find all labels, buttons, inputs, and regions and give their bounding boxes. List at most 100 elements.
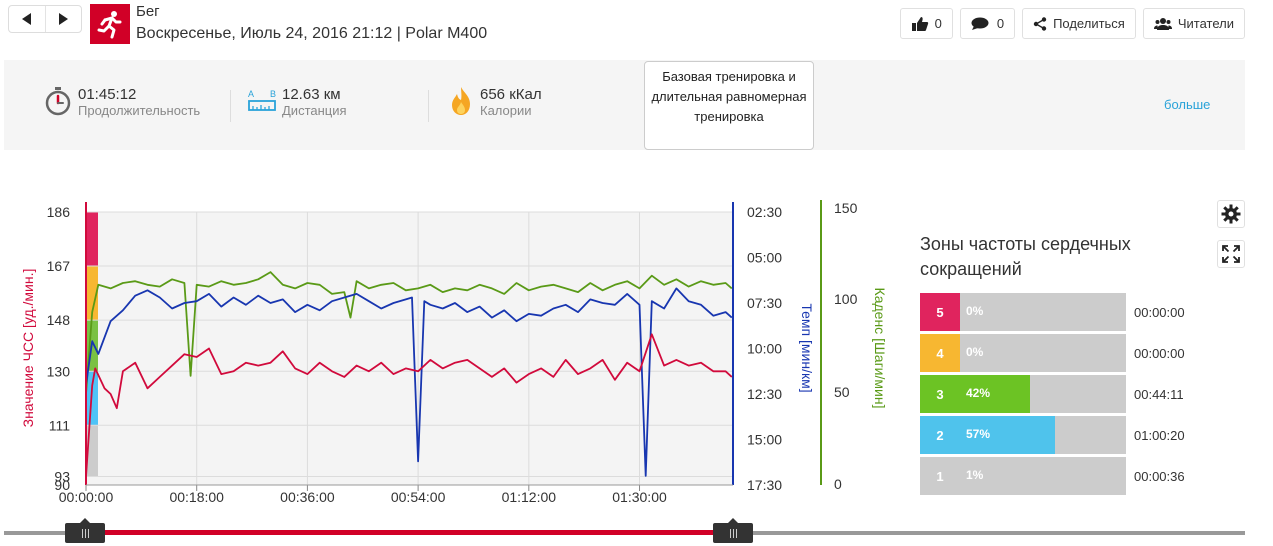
training-benefit-card[interactable]: Базовая тренировка и длительная равномер… — [644, 61, 814, 150]
zone-time: 01:00:20 — [1134, 428, 1185, 443]
zone-bar-track: 0% — [960, 334, 1126, 372]
zone-number: 1 — [920, 457, 960, 495]
zone-number: 4 — [920, 334, 960, 372]
x-tick-label: 00:36:00 — [280, 489, 335, 505]
hr-tick-label: 90 — [54, 477, 70, 493]
distance-value: 12.63 км — [282, 86, 341, 103]
readers-button[interactable]: Читатели — [1142, 8, 1245, 39]
distance-ruler-icon: A B — [248, 89, 276, 117]
x-tick-label: 01:30:00 — [612, 489, 667, 505]
zone-number: 3 — [920, 375, 960, 413]
pace-tick-label: 05:00 — [747, 250, 782, 266]
hr-tick-label: 186 — [47, 204, 71, 220]
zone-bar-fill — [960, 457, 962, 495]
cadence-tick-label: 0 — [834, 476, 842, 492]
hr-zone-row: 3 42% 00:44:11 — [920, 375, 1260, 413]
share-label: Поделиться — [1053, 16, 1125, 31]
range-start-handle[interactable] — [65, 518, 105, 543]
x-tick-label: 00:00:00 — [59, 489, 114, 505]
share-button[interactable]: Поделиться — [1022, 8, 1136, 39]
hr-zones-title: Зоны частоты сердечных сокращений — [920, 234, 1131, 279]
duration-label: Продолжительность — [78, 103, 201, 118]
zone-percent: 0% — [966, 304, 984, 318]
hr-zone-row: 1 1% 00:00:36 — [920, 457, 1260, 495]
calories-stat: 656 кКал Калории — [450, 86, 542, 119]
fullscreen-button[interactable] — [1217, 240, 1245, 268]
hr-zone-band — [86, 266, 98, 321]
pace-tick-label: 02:30 — [747, 204, 782, 220]
next-activity-button[interactable] — [44, 6, 82, 32]
chart-settings-button[interactable] — [1217, 200, 1245, 228]
expand-icon — [1222, 245, 1240, 263]
range-slider-selection — [86, 530, 733, 535]
flame-icon — [452, 87, 470, 115]
distance-label: Дистанция — [282, 103, 347, 118]
running-icon — [90, 4, 130, 44]
like-button[interactable]: 0 — [899, 8, 953, 39]
readers-label: Читатели — [1177, 16, 1234, 31]
activity-header: Бег Воскресенье, Июль 24, 2016 21:12 | P… — [0, 0, 1273, 50]
hr-tick-label: 148 — [47, 312, 71, 328]
comment-count: 0 — [996, 16, 1005, 31]
hr-zone-row: 2 57% 01:00:20 — [920, 416, 1260, 454]
header-actions: 0 0 Поделиться Читатели — [899, 8, 1245, 39]
summary-stats: 01:45:12 Продолжительность A B 12.63 км … — [4, 60, 1245, 150]
hr-zone-row: 5 0% 00:00:00 — [920, 293, 1260, 331]
cadence-tick-label: 50 — [834, 384, 850, 400]
zone-time: 00:00:00 — [1134, 346, 1185, 361]
zone-number: 5 — [920, 293, 960, 331]
more-link[interactable]: больше — [1164, 97, 1211, 112]
activity-title: Бег — [136, 3, 160, 20]
distance-stat: A B 12.63 км Дистанция — [248, 86, 347, 119]
cadence-tick-label: 150 — [834, 200, 858, 216]
x-tick-label: 00:54:00 — [391, 489, 446, 505]
prev-next-nav — [8, 5, 82, 33]
zone-time: 00:00:36 — [1134, 469, 1185, 484]
zone-bar-track: 0% — [960, 293, 1126, 331]
share-icon — [1033, 16, 1047, 31]
like-count: 0 — [934, 16, 942, 31]
cadence-series-line — [85, 271, 733, 395]
divider — [428, 90, 429, 122]
distance-icon-a: A — [248, 89, 255, 99]
calories-value: 656 кКал — [480, 86, 542, 103]
zone-percent: 57% — [966, 427, 991, 441]
zone-bar-track: 42% — [960, 375, 1126, 413]
zone-bar-track: 1% — [960, 457, 1126, 495]
zone-bar-track: 57% — [960, 416, 1126, 454]
pace-series-line — [85, 287, 733, 477]
zone-time: 00:44:11 — [1134, 387, 1184, 402]
duration-stat: 01:45:12 Продолжительность — [44, 86, 200, 119]
cadence-axis-title: Каденс [Шаги/мин] — [872, 288, 888, 409]
pace-tick-label: 15:00 — [747, 432, 782, 448]
hr-tick-label: 167 — [47, 258, 71, 274]
pace-tick-label: 07:30 — [747, 295, 782, 311]
zone-time: 00:00:00 — [1134, 305, 1185, 320]
zone-percent: 42% — [966, 386, 991, 400]
zone-bar-fill — [960, 375, 1030, 413]
comment-button[interactable]: 0 — [959, 8, 1016, 39]
hr-axis-title: Значение ЧСС [уд./мин.] — [20, 269, 36, 428]
x-tick-label: 01:12:00 — [502, 489, 557, 505]
arrow-left-icon — [22, 13, 32, 25]
pace-tick-label: 12:30 — [747, 386, 782, 402]
cadence-tick-label: 100 — [834, 291, 858, 307]
arrow-right-icon — [58, 13, 68, 25]
duration-value: 01:45:12 — [78, 86, 137, 103]
gear-icon — [1221, 204, 1241, 224]
previous-activity-button[interactable] — [9, 6, 45, 32]
zone-percent: 0% — [966, 345, 984, 359]
zone-number: 2 — [920, 416, 960, 454]
people-icon — [1153, 17, 1172, 30]
stopwatch-icon — [45, 87, 71, 116]
range-end-handle[interactable] — [713, 518, 753, 543]
session-chart[interactable]: 186 167 148 130 111 93 90 00:00:00 00:18:00 00:36… — [0, 190, 900, 520]
pace-tick-label: 10:00 — [747, 341, 782, 357]
pace-tick-label: 17:30 — [747, 477, 782, 493]
calories-label: Калории — [480, 103, 532, 118]
zone-percent: 1% — [966, 468, 984, 482]
hr-tick-label: 130 — [47, 363, 71, 379]
hr-zone-row: 4 0% 00:00:00 — [920, 334, 1260, 372]
distance-icon-b: B — [269, 89, 276, 99]
pace-axis-title: Темп [мин/км] — [799, 303, 815, 392]
